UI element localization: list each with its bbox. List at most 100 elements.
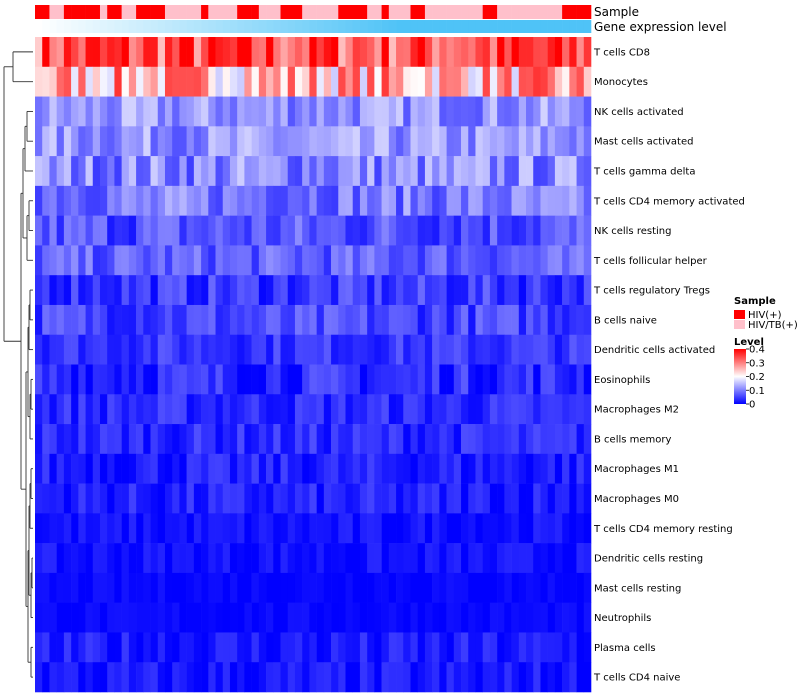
- heatmap-cell: [63, 424, 72, 455]
- heatmap-cell: [533, 543, 541, 574]
- heatmap-cell: [78, 304, 86, 336]
- heatmap-cell: [128, 543, 137, 574]
- heatmap-cell: [107, 304, 115, 336]
- heatmap-cell: [208, 662, 216, 693]
- heatmap-cell: [367, 66, 375, 97]
- heatmap-cell: [345, 572, 354, 603]
- heatmap-cell: [56, 304, 65, 336]
- heatmap-cell: [99, 602, 108, 633]
- heatmap-cell: [446, 513, 455, 544]
- expression-annotation-cell: [107, 20, 115, 33]
- heatmap-cell: [107, 662, 115, 693]
- heatmap-cell: [381, 96, 390, 127]
- heatmap-cell: [439, 364, 447, 395]
- heatmap-cell: [374, 185, 382, 216]
- heatmap-cell: [547, 185, 556, 216]
- heatmap-cell: [461, 304, 469, 336]
- heatmap-cell: [193, 364, 202, 395]
- heatmap-cell: [273, 126, 281, 157]
- heatmap-cell: [497, 66, 505, 97]
- heatmap-cell: [179, 572, 187, 603]
- heatmap-cell: [107, 185, 115, 216]
- heatmap-cell: [323, 424, 332, 455]
- heatmap-cell: [99, 304, 108, 336]
- expression-annotation-cell: [410, 20, 419, 33]
- heatmap-cell: [359, 662, 368, 693]
- heatmap-cell: [323, 572, 332, 603]
- heatmap-cell: [410, 424, 419, 455]
- heatmap-cell: [381, 126, 390, 157]
- heatmap-cell: [143, 572, 151, 603]
- heatmap-cell: [432, 602, 440, 633]
- heatmap-cell: [453, 602, 462, 633]
- heatmap-cell: [287, 156, 296, 187]
- heatmap-cell: [273, 156, 281, 187]
- heatmap-cell: [417, 483, 426, 514]
- heatmap-cell: [475, 334, 483, 365]
- heatmap-cell: [92, 334, 101, 365]
- heatmap-cell: [309, 632, 317, 663]
- heatmap-cell: [323, 632, 332, 663]
- legend-hiv-swatch: [734, 310, 745, 319]
- heatmap-cell: [352, 543, 361, 574]
- sample-annotation-cell: [533, 5, 541, 19]
- sample-annotation-cell: [417, 5, 426, 19]
- heatmap-cell: [359, 215, 368, 246]
- sample-annotation-cell: [482, 5, 491, 19]
- heatmap-cell: [179, 483, 187, 514]
- heatmap-cell: [345, 304, 354, 336]
- heatmap-cell: [157, 245, 166, 276]
- heatmap-cell: [388, 662, 397, 693]
- heatmap-cell: [258, 453, 267, 484]
- heatmap-cell: [461, 126, 469, 157]
- heatmap-cell: [237, 394, 245, 425]
- heatmap-cell: [403, 632, 411, 663]
- heatmap-cell: [511, 96, 520, 127]
- heatmap-cell: [201, 424, 209, 455]
- heatmap-cell: [388, 304, 397, 336]
- heatmap-cell: [439, 513, 447, 544]
- heatmap-cell: [345, 543, 354, 574]
- heatmap-cell: [526, 453, 534, 484]
- heatmap-cell: [468, 334, 476, 365]
- heatmap-cell: [35, 96, 43, 127]
- heatmap-cell: [193, 156, 202, 187]
- expression-annotation-cell: [179, 20, 187, 33]
- heatmap-cell: [518, 602, 527, 633]
- heatmap-cell: [107, 513, 115, 544]
- heatmap-cell: [359, 632, 368, 663]
- heatmap-cell: [302, 245, 310, 276]
- heatmap-cell: [576, 424, 585, 455]
- heatmap-cell: [453, 37, 462, 68]
- heatmap-cell: [107, 424, 115, 455]
- heatmap-cell: [446, 424, 455, 455]
- heatmap-cell: [352, 662, 361, 693]
- heatmap-cell: [63, 215, 72, 246]
- heatmap-cell: [172, 126, 180, 157]
- heatmap-cell: [569, 334, 577, 365]
- heatmap-cell: [78, 126, 86, 157]
- heatmap-cell: [482, 96, 491, 127]
- heatmap-cell: [121, 334, 130, 365]
- heatmap-cell: [410, 156, 419, 187]
- row-dendrogram: [3, 51, 33, 678]
- heatmap-cell: [439, 394, 447, 425]
- heatmap-cell: [583, 364, 592, 395]
- heatmap-cell: [157, 156, 166, 187]
- heatmap-cell: [99, 334, 108, 365]
- heatmap-cell: [489, 572, 498, 603]
- heatmap-cell: [526, 483, 534, 514]
- heatmap-cell: [432, 126, 440, 157]
- heatmap-cell: [504, 245, 512, 276]
- heatmap-cell: [367, 572, 375, 603]
- heatmap-cell: [432, 513, 440, 544]
- heatmap-cell: [237, 185, 245, 216]
- heatmap-cell: [222, 513, 231, 544]
- heatmap-cell: [150, 424, 159, 455]
- heatmap-cell: [273, 275, 281, 306]
- heatmap-cell: [136, 424, 144, 455]
- heatmap-cell: [128, 394, 137, 425]
- heatmap-cell: [583, 156, 592, 187]
- heatmap-cell: [417, 66, 426, 97]
